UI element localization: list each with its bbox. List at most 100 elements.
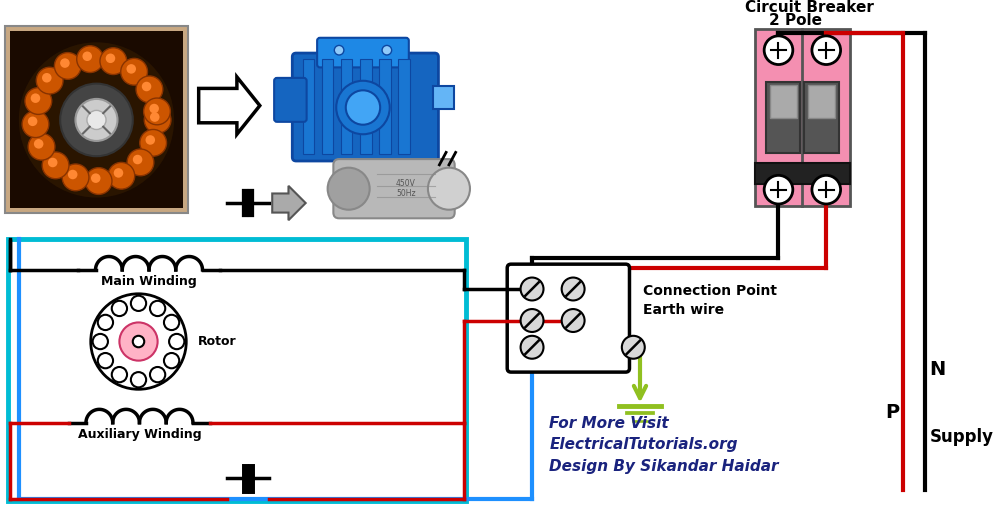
Text: Connection Point: Connection Point xyxy=(642,284,776,298)
Text: N: N xyxy=(928,360,944,379)
Circle shape xyxy=(150,367,165,382)
Circle shape xyxy=(111,367,127,382)
FancyBboxPatch shape xyxy=(274,78,306,122)
Text: Auxiliary Winding: Auxiliary Winding xyxy=(78,428,201,441)
Circle shape xyxy=(97,315,113,330)
Circle shape xyxy=(34,139,44,149)
FancyBboxPatch shape xyxy=(507,264,629,372)
Circle shape xyxy=(105,54,115,63)
Circle shape xyxy=(90,294,186,389)
Circle shape xyxy=(28,133,55,160)
Bar xyxy=(432,86,453,110)
Text: Main Winding: Main Winding xyxy=(101,275,197,288)
Circle shape xyxy=(99,48,126,75)
Circle shape xyxy=(346,90,380,125)
FancyBboxPatch shape xyxy=(292,53,438,161)
Bar xyxy=(398,59,410,155)
Circle shape xyxy=(143,98,170,125)
Bar xyxy=(8,239,465,501)
Circle shape xyxy=(334,45,344,55)
Circle shape xyxy=(520,336,543,359)
Circle shape xyxy=(90,173,100,183)
Circle shape xyxy=(28,116,38,126)
Circle shape xyxy=(520,278,543,301)
Circle shape xyxy=(141,82,151,91)
Text: Earth wire: Earth wire xyxy=(642,303,724,317)
Circle shape xyxy=(119,323,157,361)
Bar xyxy=(753,163,849,184)
Bar xyxy=(765,82,799,153)
Circle shape xyxy=(144,106,171,133)
Bar xyxy=(5,26,188,212)
Circle shape xyxy=(169,334,184,349)
Circle shape xyxy=(621,336,644,359)
Circle shape xyxy=(36,67,63,94)
Circle shape xyxy=(327,168,370,210)
Circle shape xyxy=(77,46,103,73)
Text: 450V
50Hz: 450V 50Hz xyxy=(396,179,415,198)
Circle shape xyxy=(164,353,179,369)
Circle shape xyxy=(145,135,155,145)
Circle shape xyxy=(18,42,175,198)
Circle shape xyxy=(139,129,166,156)
Text: ElectricalTutorials.org: ElectricalTutorials.org xyxy=(549,437,737,453)
Circle shape xyxy=(60,58,70,68)
Text: Rotor: Rotor xyxy=(198,335,237,348)
Circle shape xyxy=(22,111,49,138)
Circle shape xyxy=(120,58,147,85)
Circle shape xyxy=(763,175,792,204)
Circle shape xyxy=(60,84,132,156)
Circle shape xyxy=(150,112,159,122)
Text: For More Visit: For More Visit xyxy=(549,416,668,431)
Text: Design By Sikandar Haidar: Design By Sikandar Haidar xyxy=(549,459,778,474)
Circle shape xyxy=(111,301,127,316)
Circle shape xyxy=(68,170,78,179)
Circle shape xyxy=(336,81,390,134)
Circle shape xyxy=(561,309,584,332)
Circle shape xyxy=(86,110,106,129)
Circle shape xyxy=(132,336,144,347)
Circle shape xyxy=(811,175,840,204)
Circle shape xyxy=(150,301,165,316)
Text: P: P xyxy=(885,403,899,422)
Circle shape xyxy=(97,353,113,369)
Polygon shape xyxy=(272,186,305,220)
FancyBboxPatch shape xyxy=(333,159,454,218)
Circle shape xyxy=(113,168,123,177)
Circle shape xyxy=(136,76,163,103)
Circle shape xyxy=(561,278,584,301)
Bar xyxy=(379,59,391,155)
Bar xyxy=(803,82,838,153)
Circle shape xyxy=(48,158,58,167)
Text: Supply: Supply xyxy=(928,428,992,446)
Circle shape xyxy=(42,152,69,179)
Bar xyxy=(807,85,834,118)
Circle shape xyxy=(382,45,392,55)
Circle shape xyxy=(42,73,52,82)
Circle shape xyxy=(55,53,82,79)
Circle shape xyxy=(108,162,134,189)
Text: Circuit Breaker: Circuit Breaker xyxy=(745,0,873,15)
Bar xyxy=(322,59,333,155)
Circle shape xyxy=(131,295,146,311)
Circle shape xyxy=(31,93,40,103)
Circle shape xyxy=(164,315,179,330)
Circle shape xyxy=(63,164,88,191)
Circle shape xyxy=(85,168,112,194)
Circle shape xyxy=(149,104,159,113)
Circle shape xyxy=(92,334,107,349)
Bar xyxy=(769,85,796,118)
Circle shape xyxy=(126,64,136,74)
Bar xyxy=(360,59,371,155)
FancyBboxPatch shape xyxy=(317,38,409,67)
Circle shape xyxy=(520,309,543,332)
Circle shape xyxy=(811,36,840,65)
Circle shape xyxy=(131,372,146,387)
Circle shape xyxy=(763,36,792,65)
Circle shape xyxy=(132,155,142,164)
Polygon shape xyxy=(199,77,259,134)
Bar xyxy=(341,59,352,155)
Text: 2 Pole: 2 Pole xyxy=(768,14,821,28)
Circle shape xyxy=(427,168,469,210)
Bar xyxy=(302,59,314,155)
